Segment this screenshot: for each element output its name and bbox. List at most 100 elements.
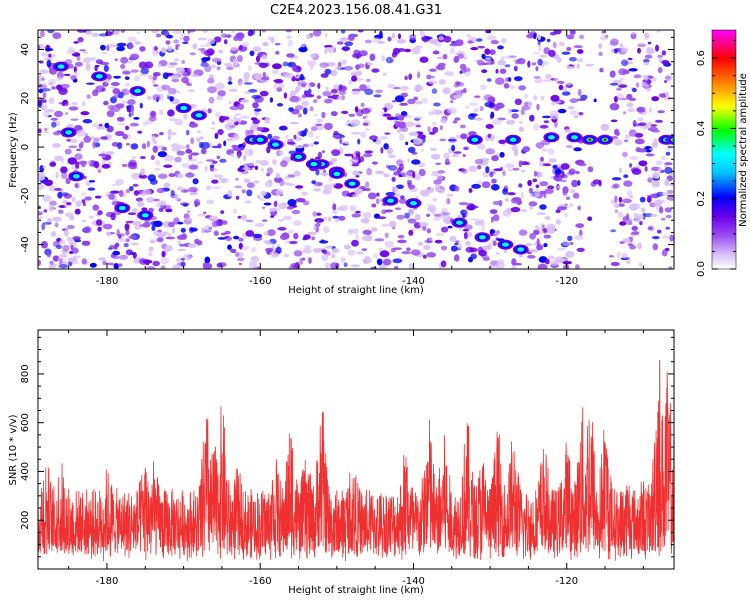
spectrogram-cell xyxy=(417,134,426,140)
spectrogram-cell xyxy=(436,56,444,60)
spectrogram-cell xyxy=(422,225,427,231)
spectrogram-cell xyxy=(423,191,429,196)
spectrogram-cell xyxy=(402,115,413,119)
spectrogram-cell xyxy=(463,56,468,60)
spectrogram-cell xyxy=(483,94,494,101)
spectrogram-cell xyxy=(495,102,505,109)
spectrogram-cell xyxy=(644,165,648,172)
spectrogram-cell xyxy=(176,67,185,75)
spectrogram-cell xyxy=(217,90,226,97)
colorbar-label: Normalized spectral amplitude xyxy=(738,73,749,227)
spectrogram-cell xyxy=(188,122,198,128)
spectrogram-cell xyxy=(270,215,275,218)
spectrogram-cell xyxy=(267,36,275,41)
spectrogram-cell xyxy=(250,30,256,35)
spectrogram-cell xyxy=(485,166,490,174)
spectrogram-cell xyxy=(343,244,351,250)
spectrogram-cell xyxy=(371,203,377,208)
spectrogram-cell xyxy=(116,116,125,122)
colorbar: 0.0 0.2 0.4 0.6 Normalized spectral amplitu… xyxy=(696,29,749,277)
spectrogram-cell xyxy=(535,142,545,149)
spectrogram-cell xyxy=(153,168,161,171)
spectrogram-cell xyxy=(647,177,653,183)
spectrogram-cell xyxy=(479,84,487,91)
spectrogram-cell xyxy=(321,254,329,262)
spectrogram-cell xyxy=(539,54,547,58)
spectrogram-cell xyxy=(210,64,216,69)
spectrogram-cell xyxy=(112,250,121,256)
spectrogram-cell xyxy=(128,44,134,49)
spectrogram-cell xyxy=(522,146,531,153)
spectrogram-peak-core xyxy=(65,130,73,135)
spectrogram-cell xyxy=(414,173,422,181)
spectrogram-cell xyxy=(95,59,104,65)
spectrogram-cell xyxy=(537,263,548,269)
spectrogram-cell xyxy=(610,261,620,267)
spectrogram-cell xyxy=(192,178,199,185)
spectrogram-cell xyxy=(383,143,389,150)
spectrogram-cell xyxy=(70,118,79,121)
spectrogram-cell xyxy=(557,108,567,114)
spectrogram-cell xyxy=(256,126,261,132)
spectrogram-cell xyxy=(284,72,295,79)
spectrogram-cell xyxy=(64,229,69,237)
spectrogram-cell xyxy=(510,206,521,213)
spectrogram-cell xyxy=(82,51,89,55)
spectrogram-cell xyxy=(42,166,46,169)
spectrogram-cell xyxy=(234,113,242,116)
spectrogram-cell xyxy=(239,115,250,119)
spectrogram-cell xyxy=(371,228,378,232)
spectrogram-cell xyxy=(79,49,87,52)
spectrogram-cell xyxy=(497,59,506,66)
spectrogram-cell xyxy=(630,232,640,236)
spectrogram-peak-core xyxy=(141,213,149,218)
snr-panel: -180 -160 -140 -120 200 400 600 800 Height of … xyxy=(8,329,675,596)
spectrogram-cell xyxy=(182,203,189,207)
spectrogram-cell xyxy=(252,102,259,109)
spectrogram-cell xyxy=(48,204,54,212)
spectrogram-cell xyxy=(150,155,155,161)
spectrogram-cell xyxy=(60,157,65,164)
spectrogram-cell xyxy=(637,117,644,122)
spectrogram-cell xyxy=(146,196,154,203)
spectrogram-cell xyxy=(627,243,634,246)
spectrogram-cell xyxy=(351,213,362,218)
spectrogram-cell xyxy=(211,121,215,126)
spectrogram-cell xyxy=(291,209,301,215)
spectrogram-cell xyxy=(405,121,414,128)
spectrogram-cell xyxy=(492,240,497,247)
spectrogram-cell xyxy=(544,216,551,221)
spectrogram-cell xyxy=(417,241,424,246)
spectrogram-cell xyxy=(496,230,500,235)
spectrogram-cell xyxy=(103,223,113,230)
spectrogram-cell xyxy=(383,173,390,178)
spectrogram-cell xyxy=(211,220,219,228)
snr-x-tick-label: -140 xyxy=(402,576,425,587)
spectrogram-cell xyxy=(442,54,448,60)
spectrogram-cell xyxy=(40,30,45,38)
spectrogram-cell xyxy=(536,238,540,246)
spectrogram-cell xyxy=(187,243,197,249)
spectrogram-cell xyxy=(110,212,116,221)
spectrogram-cell xyxy=(552,164,558,169)
spectrogram-cell xyxy=(170,143,180,150)
spectrogram-cell xyxy=(123,243,129,248)
spectrogram-cell xyxy=(573,115,579,119)
spectrogram-cell xyxy=(240,99,249,103)
spectrogram-cell xyxy=(226,138,235,142)
spectrogram-cell xyxy=(265,247,274,252)
spectrogram-cell xyxy=(189,52,196,56)
spectrogram-cell xyxy=(518,160,523,168)
spectrogram-cell xyxy=(241,42,250,48)
spectrogram-cell xyxy=(119,190,124,197)
spectrogram-cell xyxy=(407,98,416,105)
spectrogram-cell xyxy=(657,110,665,114)
spectrogram-cell xyxy=(361,248,368,252)
spectrogram-cell xyxy=(556,247,567,251)
spectrogram-y-tick-label: 40 xyxy=(20,43,31,56)
spectrogram-cell xyxy=(470,218,479,221)
spectrogram-cell xyxy=(295,198,306,203)
spectrogram-cell xyxy=(146,140,150,148)
spectrogram-cell xyxy=(623,139,629,143)
spectrogram-cell xyxy=(639,221,643,226)
